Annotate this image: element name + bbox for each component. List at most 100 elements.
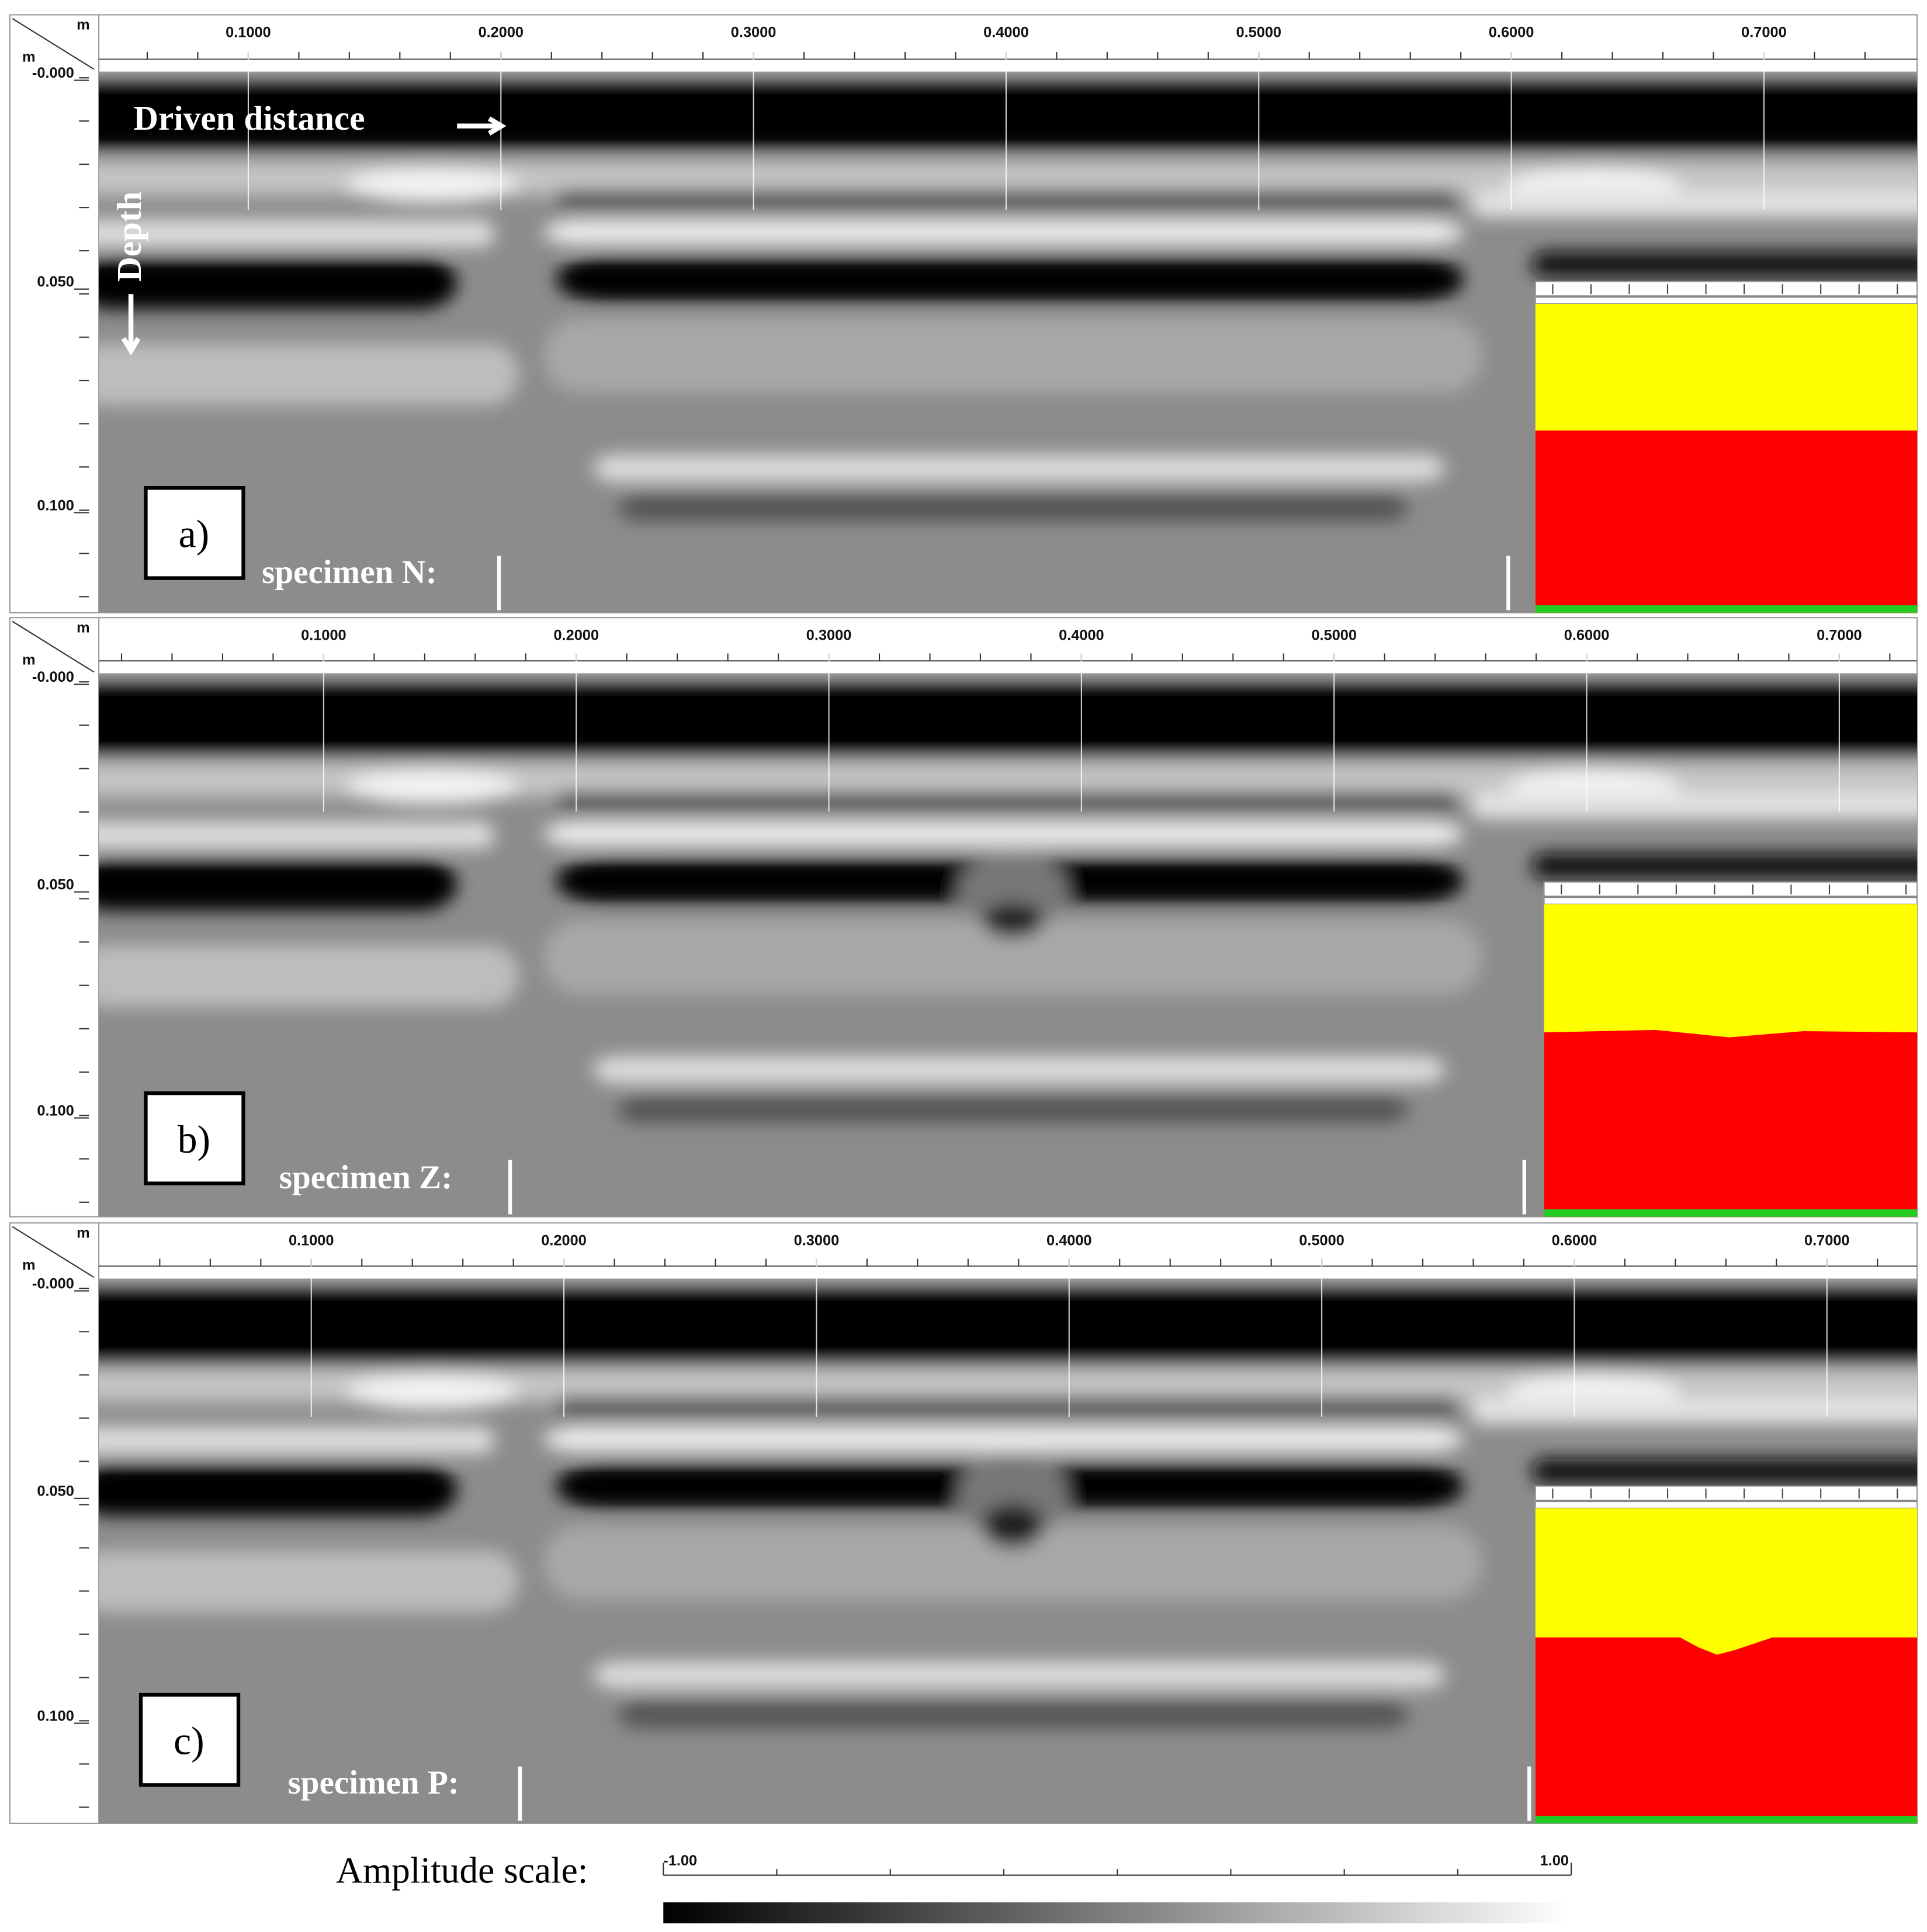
depth-arrow <box>121 294 141 356</box>
y-unit: m <box>22 49 36 65</box>
x-tick-label: 0.5000 <box>1311 627 1357 643</box>
x-tick-label: 0.6000 <box>1552 1232 1597 1248</box>
layer-red <box>1535 430 1918 613</box>
layer-green <box>1535 605 1918 613</box>
corner-diagonal <box>12 620 95 673</box>
white-band <box>543 821 1464 847</box>
x-unit: m <box>77 1225 90 1241</box>
y-tick-label: 0.100 <box>37 1708 74 1724</box>
black-band <box>556 256 1464 301</box>
x-tick-label: 0.6000 <box>1489 24 1534 40</box>
panel-label-box <box>144 486 245 580</box>
x-tick-label: 0.2000 <box>478 24 524 40</box>
dark-band <box>1531 1459 1918 1484</box>
dark-band <box>1531 252 1918 277</box>
white-band <box>99 821 494 849</box>
notch <box>957 1452 1069 1537</box>
x-tick-label: 0.2000 <box>541 1232 587 1248</box>
surface-band <box>99 678 1918 757</box>
x-tick-label: 0.7000 <box>1804 1232 1850 1248</box>
x-tick-label: 0.3000 <box>731 24 777 40</box>
specimen-label: specimen N: <box>262 554 437 591</box>
panel-label: c) <box>174 1719 205 1763</box>
x-tick-label: 0.3000 <box>794 1232 840 1248</box>
amplitude-scale-title: Amplitude scale: <box>336 1849 588 1891</box>
y-tick-label: 0.050 <box>37 1483 74 1500</box>
x-tick-label: 0.1000 <box>301 627 346 643</box>
inset-ruler <box>1534 281 1918 305</box>
black-band <box>99 1463 458 1516</box>
dark-band <box>618 494 1409 522</box>
y-unit: m <box>22 1257 36 1274</box>
light-band <box>99 343 519 405</box>
light-band <box>99 673 1918 676</box>
black-band <box>99 858 458 911</box>
y-tick-label: 0.100 <box>37 1102 74 1119</box>
grey-band <box>543 1525 1482 1600</box>
x-unit: m <box>77 620 90 636</box>
surface-band <box>99 77 1918 151</box>
dark-band <box>556 1397 1458 1415</box>
light-band <box>99 945 519 1007</box>
panel-label: b) <box>178 1118 210 1161</box>
y-tick-label: -0.000 <box>32 65 74 81</box>
driven-distance-arrow <box>457 116 507 136</box>
grey-band <box>543 920 1482 995</box>
y-tick-label: 0.100 <box>37 497 74 514</box>
light-band <box>99 1278 1918 1281</box>
light-band <box>99 71 1918 74</box>
layer-green <box>1535 1816 1918 1823</box>
x-unit: m <box>77 17 90 33</box>
amplitude-max: 1.00 <box>1540 1853 1569 1869</box>
radargram-bands <box>99 1278 1918 1729</box>
white-band <box>1469 190 1918 218</box>
radargram-bands <box>99 71 1918 522</box>
white-band <box>99 1427 494 1454</box>
white-band <box>99 220 494 247</box>
radargram-bands <box>99 673 1918 1123</box>
black-band <box>99 256 458 309</box>
y-tick-label: -0.000 <box>32 1275 74 1292</box>
y-tick-label: -0.000 <box>32 669 74 685</box>
x-tick-label: 0.5000 <box>1299 1232 1344 1248</box>
corner-diagonal <box>12 1226 95 1278</box>
y-tick-label: 0.050 <box>37 274 74 290</box>
white-band <box>543 220 1464 245</box>
white-band <box>1469 792 1918 819</box>
light-band <box>99 1550 519 1612</box>
white-band <box>592 455 1446 482</box>
white-band <box>592 1056 1446 1084</box>
y-unit: m <box>22 652 36 668</box>
x-tick-label: 0.7000 <box>1817 627 1862 643</box>
dark-band <box>618 1095 1409 1123</box>
x-tick-label: 0.4000 <box>1046 1232 1092 1248</box>
radargram <box>99 673 1918 1217</box>
x-tick-label: 0.1000 <box>289 1232 334 1248</box>
x-tick-label: 0.2000 <box>553 627 599 643</box>
white-band <box>592 1661 1446 1689</box>
x-tick-label: 0.4000 <box>983 24 1029 40</box>
highlight <box>345 168 519 203</box>
highlight <box>345 1375 519 1410</box>
layer-green <box>1544 1209 1918 1217</box>
inset-ruler <box>1534 1485 1918 1509</box>
x-tick-label: 0.3000 <box>806 627 852 643</box>
amplitude-min: -1.00 <box>663 1853 697 1869</box>
grey-band <box>543 318 1482 393</box>
x-tick-label: 0.4000 <box>1059 627 1104 643</box>
surface-band <box>99 1283 1918 1365</box>
dark-band <box>1531 854 1918 879</box>
panel-label: a) <box>179 512 210 556</box>
white-band <box>543 1427 1464 1452</box>
amplitude-gradient <box>663 1902 1572 1924</box>
x-tick-label: 0.6000 <box>1564 627 1610 643</box>
x-tick-label: 0.5000 <box>1236 24 1281 40</box>
corner-diagonal <box>12 18 95 70</box>
x-tick-label: 0.7000 <box>1741 24 1787 40</box>
layer-red <box>1544 1029 1918 1217</box>
layer-red <box>1535 1637 1918 1823</box>
dark-band <box>618 1701 1409 1729</box>
specimen-label: specimen P: <box>288 1764 459 1801</box>
